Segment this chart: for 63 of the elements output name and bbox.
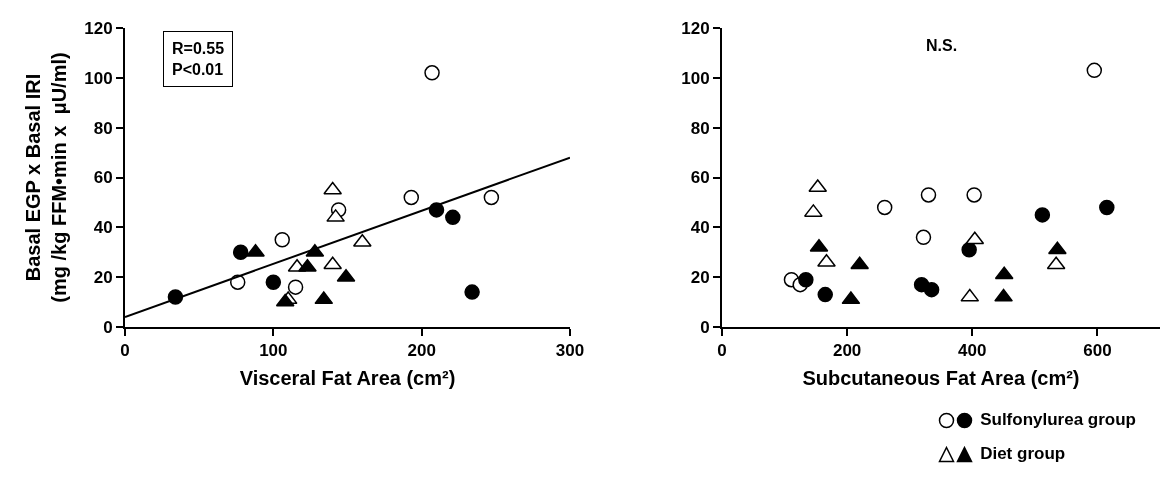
point — [323, 181, 343, 195]
point — [265, 274, 282, 290]
point — [1046, 256, 1066, 270]
point — [336, 268, 356, 282]
point — [994, 288, 1013, 302]
y-tick-label: 100 — [84, 68, 113, 88]
y-tick-label: 40 — [690, 218, 710, 238]
y-tick-label: 60 — [93, 168, 113, 188]
legend-label: Diet group — [980, 444, 1066, 464]
point — [920, 187, 937, 203]
annotation: N.S. — [926, 37, 958, 54]
point — [915, 229, 932, 246]
point — [1086, 62, 1103, 79]
point — [424, 65, 440, 81]
x-tick-label: 400 — [958, 341, 987, 361]
point — [323, 256, 343, 270]
y-tick-label: 120 — [681, 18, 710, 38]
point — [464, 284, 480, 300]
y-tick-label: 100 — [681, 68, 710, 88]
x-tick-label: 600 — [1083, 341, 1112, 361]
x-tick-label: 0 — [717, 341, 727, 361]
point — [314, 291, 334, 305]
y-tick-label: 40 — [93, 218, 113, 238]
point — [1099, 199, 1115, 216]
point — [817, 286, 833, 303]
y-axis-title: Basal EGP x Basal IRI (mg /kg FFM•min x μU/ml) — [22, 52, 71, 303]
point — [876, 199, 893, 216]
point — [798, 271, 814, 288]
point — [1047, 241, 1067, 255]
x-tick-label: 200 — [407, 341, 436, 361]
point — [923, 281, 940, 298]
point — [966, 187, 982, 203]
point — [483, 189, 500, 206]
point — [965, 231, 985, 245]
x-tick-label: 0 — [120, 341, 130, 361]
point — [298, 258, 317, 272]
x-axis-title: Visceral Fat Area (cm²) — [239, 367, 456, 390]
x-tick-label: 300 — [555, 341, 585, 361]
point — [850, 256, 870, 270]
point — [445, 209, 461, 226]
x-axis-title: Subcutaneous Fat Area (cm²) — [802, 367, 1080, 390]
point — [994, 266, 1014, 280]
point — [841, 291, 861, 305]
y-tick-label: 80 — [690, 118, 710, 138]
point — [817, 253, 836, 267]
point — [403, 189, 420, 206]
point — [1034, 207, 1051, 223]
point — [274, 232, 290, 248]
y-tick-label: 120 — [84, 18, 113, 38]
x-tick-label: 100 — [259, 341, 288, 361]
point — [287, 279, 304, 295]
legend-label: Sulfonylurea group — [980, 410, 1136, 430]
point — [232, 244, 249, 260]
annotation: R=0.55 P<0.01 — [172, 40, 225, 78]
y-tick-label: 20 — [93, 268, 113, 288]
x-tick-label: 200 — [832, 341, 862, 361]
y-tick-label: 80 — [93, 118, 113, 138]
y-tick-label: 0 — [103, 317, 113, 337]
point — [961, 242, 977, 258]
y-tick-label: 60 — [690, 168, 710, 188]
point — [960, 288, 980, 302]
y-tick-label: 20 — [690, 268, 710, 288]
y-tick-label: 0 — [700, 317, 710, 337]
